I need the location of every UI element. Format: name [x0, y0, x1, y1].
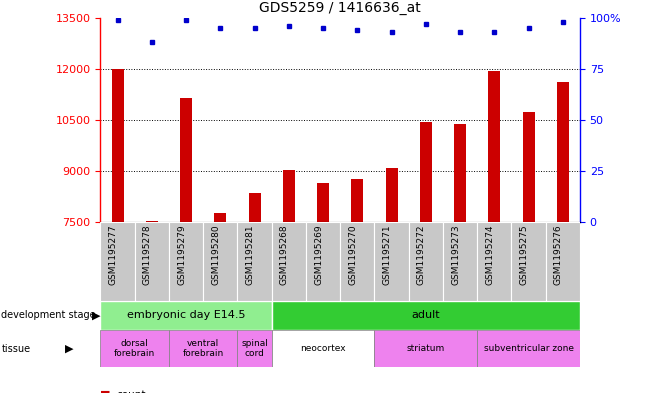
Bar	[214, 213, 226, 222]
Title: GDS5259 / 1416636_at: GDS5259 / 1416636_at	[259, 1, 421, 15]
Text: ■: ■	[100, 390, 111, 393]
Bar	[522, 112, 535, 222]
Bar	[557, 82, 569, 222]
Text: spinal
cord: spinal cord	[241, 339, 268, 358]
Bar	[272, 301, 580, 330]
Bar	[454, 124, 466, 222]
Bar	[375, 330, 477, 367]
Bar	[546, 222, 580, 301]
Bar	[317, 183, 329, 222]
Text: tissue: tissue	[1, 344, 30, 354]
Bar	[180, 98, 192, 222]
Bar	[135, 222, 169, 301]
Bar	[169, 330, 237, 367]
Bar	[100, 301, 272, 330]
Bar	[306, 222, 340, 301]
Bar	[111, 70, 124, 222]
Text: GSM1195272: GSM1195272	[417, 224, 426, 285]
Text: GSM1195276: GSM1195276	[554, 224, 563, 285]
Text: count: count	[117, 390, 146, 393]
Text: ▶: ▶	[65, 344, 73, 354]
Text: GSM1195279: GSM1195279	[177, 224, 186, 285]
Bar	[477, 222, 511, 301]
Bar	[386, 168, 398, 222]
Text: dorsal
forebrain: dorsal forebrain	[114, 339, 156, 358]
Bar	[351, 179, 364, 222]
Bar	[477, 330, 580, 367]
Text: development stage: development stage	[1, 310, 96, 320]
Bar	[511, 222, 546, 301]
Bar	[443, 222, 477, 301]
Bar	[272, 222, 306, 301]
Bar	[237, 222, 272, 301]
Bar	[283, 170, 295, 222]
Text: GSM1195278: GSM1195278	[143, 224, 152, 285]
Bar	[100, 330, 169, 367]
Text: subventricular zone: subventricular zone	[483, 344, 573, 353]
Bar	[169, 222, 203, 301]
Text: GSM1195281: GSM1195281	[246, 224, 255, 285]
Bar	[489, 71, 500, 222]
Text: adult: adult	[411, 310, 440, 320]
Text: GSM1195277: GSM1195277	[109, 224, 117, 285]
Bar	[237, 330, 272, 367]
Text: ▶: ▶	[92, 310, 100, 320]
Text: GSM1195273: GSM1195273	[451, 224, 460, 285]
Text: GSM1195270: GSM1195270	[349, 224, 357, 285]
Text: GSM1195269: GSM1195269	[314, 224, 323, 285]
Bar	[272, 330, 375, 367]
Text: neocortex: neocortex	[300, 344, 346, 353]
Bar	[420, 121, 432, 222]
Text: striatum: striatum	[407, 344, 445, 353]
Bar	[340, 222, 375, 301]
Bar	[146, 221, 158, 222]
Bar	[203, 222, 237, 301]
Bar	[249, 193, 260, 222]
Text: GSM1195268: GSM1195268	[280, 224, 289, 285]
Text: GSM1195271: GSM1195271	[382, 224, 391, 285]
Text: GSM1195274: GSM1195274	[485, 224, 494, 285]
Bar	[100, 222, 135, 301]
Bar	[375, 222, 409, 301]
Bar	[409, 222, 443, 301]
Text: GSM1195275: GSM1195275	[520, 224, 529, 285]
Text: ventral
forebrain: ventral forebrain	[183, 339, 224, 358]
Text: GSM1195280: GSM1195280	[211, 224, 220, 285]
Text: embryonic day E14.5: embryonic day E14.5	[127, 310, 246, 320]
